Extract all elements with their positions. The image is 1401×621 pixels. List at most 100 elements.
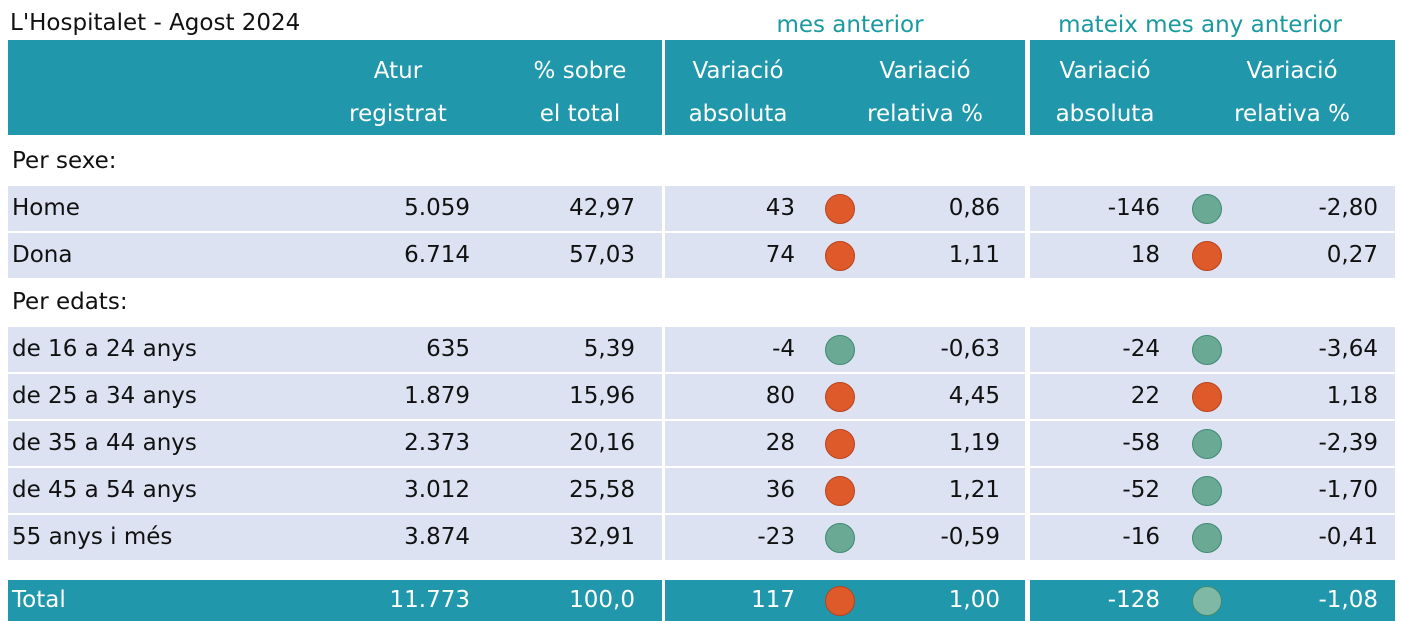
status-dot: [825, 475, 855, 506]
cell: -0,63: [940, 335, 1000, 362]
cell: -4: [772, 335, 795, 362]
cell: 11.773: [389, 586, 470, 613]
row-band: [8, 468, 662, 513]
status-dot: [825, 522, 855, 553]
cell: -146: [1107, 194, 1160, 221]
cell: -16: [1122, 523, 1160, 550]
section-label: Per sexe:: [12, 148, 117, 174]
row-label: Home: [12, 194, 80, 221]
status-dot: [1192, 193, 1222, 224]
status-dot: [825, 334, 855, 365]
cell: -1,70: [1318, 476, 1378, 503]
column-header: % sobre: [533, 58, 627, 84]
cell: 1,19: [948, 429, 1000, 456]
cell: 2.373: [404, 429, 470, 456]
column-header: el total: [539, 101, 621, 127]
header-band: [665, 40, 1025, 135]
group-header: mateix mes any anterior: [1058, 12, 1342, 38]
cell: 117: [751, 586, 795, 613]
cell: -3,64: [1318, 335, 1378, 362]
cell: 6.714: [404, 241, 470, 268]
cell: 32,91: [569, 523, 635, 550]
status-dot: [825, 585, 855, 616]
total-band: [8, 580, 662, 621]
cell: 36: [765, 476, 795, 503]
status-dot: [1192, 240, 1222, 271]
row-band: [8, 186, 662, 231]
row-label: de 16 a 24 anys: [12, 335, 197, 362]
cell: 5.059: [404, 194, 470, 221]
row-band: [8, 421, 662, 466]
column-header: Variació: [1246, 58, 1338, 84]
column-header: relativa %: [867, 101, 983, 127]
status-dot: [1192, 334, 1222, 365]
column-header: absoluta: [1055, 101, 1155, 127]
cell: 3.012: [404, 476, 470, 503]
cell: 57,03: [569, 241, 635, 268]
section-label: Per edats:: [12, 289, 128, 315]
cell: 0,86: [948, 194, 1000, 221]
cell: 1,00: [948, 586, 1000, 613]
cell: -58: [1122, 429, 1160, 456]
cell: 20,16: [569, 429, 635, 456]
cell: 1,18: [1326, 382, 1378, 409]
column-header: Atur: [373, 58, 423, 84]
cell: 635: [426, 335, 470, 362]
cell: -0,41: [1318, 523, 1378, 550]
cell: -1,08: [1318, 586, 1378, 613]
column-header: absoluta: [688, 101, 788, 127]
row-label: de 45 a 54 anys: [12, 476, 197, 503]
cell: 0,27: [1326, 241, 1378, 268]
cell: 28: [765, 429, 795, 456]
header-band: [8, 40, 662, 135]
cell: -2,80: [1318, 194, 1378, 221]
cell: 43: [765, 194, 795, 221]
status-dot: [825, 193, 855, 224]
row-label: de 25 a 34 anys: [12, 382, 197, 409]
cell: 74: [765, 241, 795, 268]
status-dot: [825, 428, 855, 459]
cell: 22: [1130, 382, 1160, 409]
status-dot: [1192, 475, 1222, 506]
status-dot: [1192, 428, 1222, 459]
status-dot: [1192, 381, 1222, 412]
status-dot: [1192, 522, 1222, 553]
row-label: Total: [12, 586, 66, 613]
status-dot: [825, 240, 855, 271]
cell: 18: [1130, 241, 1160, 268]
cell: 3.874: [404, 523, 470, 550]
cell: 1.879: [404, 382, 470, 409]
status-dot: [825, 381, 855, 412]
column-header: Variació: [692, 58, 784, 84]
cell: -23: [757, 523, 795, 550]
cell: 25,58: [569, 476, 635, 503]
cell: -2,39: [1318, 429, 1378, 456]
header-band: [1030, 40, 1395, 135]
column-header: Variació: [1059, 58, 1151, 84]
column-header: registrat: [349, 101, 447, 127]
column-header: relativa %: [1234, 101, 1350, 127]
row-band: [8, 515, 662, 560]
cell: 4,45: [948, 382, 1000, 409]
cell: 42,97: [569, 194, 635, 221]
cell: -128: [1107, 586, 1160, 613]
title: L'Hospitalet - Agost 2024: [10, 10, 301, 36]
cell: 1,21: [948, 476, 1000, 503]
cell: 80: [765, 382, 795, 409]
cell: 100,0: [569, 586, 635, 613]
row-label: de 35 a 44 anys: [12, 429, 197, 456]
status-dot: [1192, 585, 1222, 616]
row-band: [8, 327, 662, 372]
cell: -24: [1122, 335, 1160, 362]
row-band: [8, 233, 662, 278]
row-label: Dona: [12, 241, 73, 268]
cell: 1,11: [948, 241, 1000, 268]
cell: 5,39: [583, 335, 635, 362]
row-label: 55 anys i més: [12, 523, 173, 550]
cell: -0,59: [940, 523, 1000, 550]
cell: -52: [1122, 476, 1160, 503]
cell: 15,96: [569, 382, 635, 409]
group-header: mes anterior: [776, 12, 924, 38]
column-header: Variació: [879, 58, 971, 84]
